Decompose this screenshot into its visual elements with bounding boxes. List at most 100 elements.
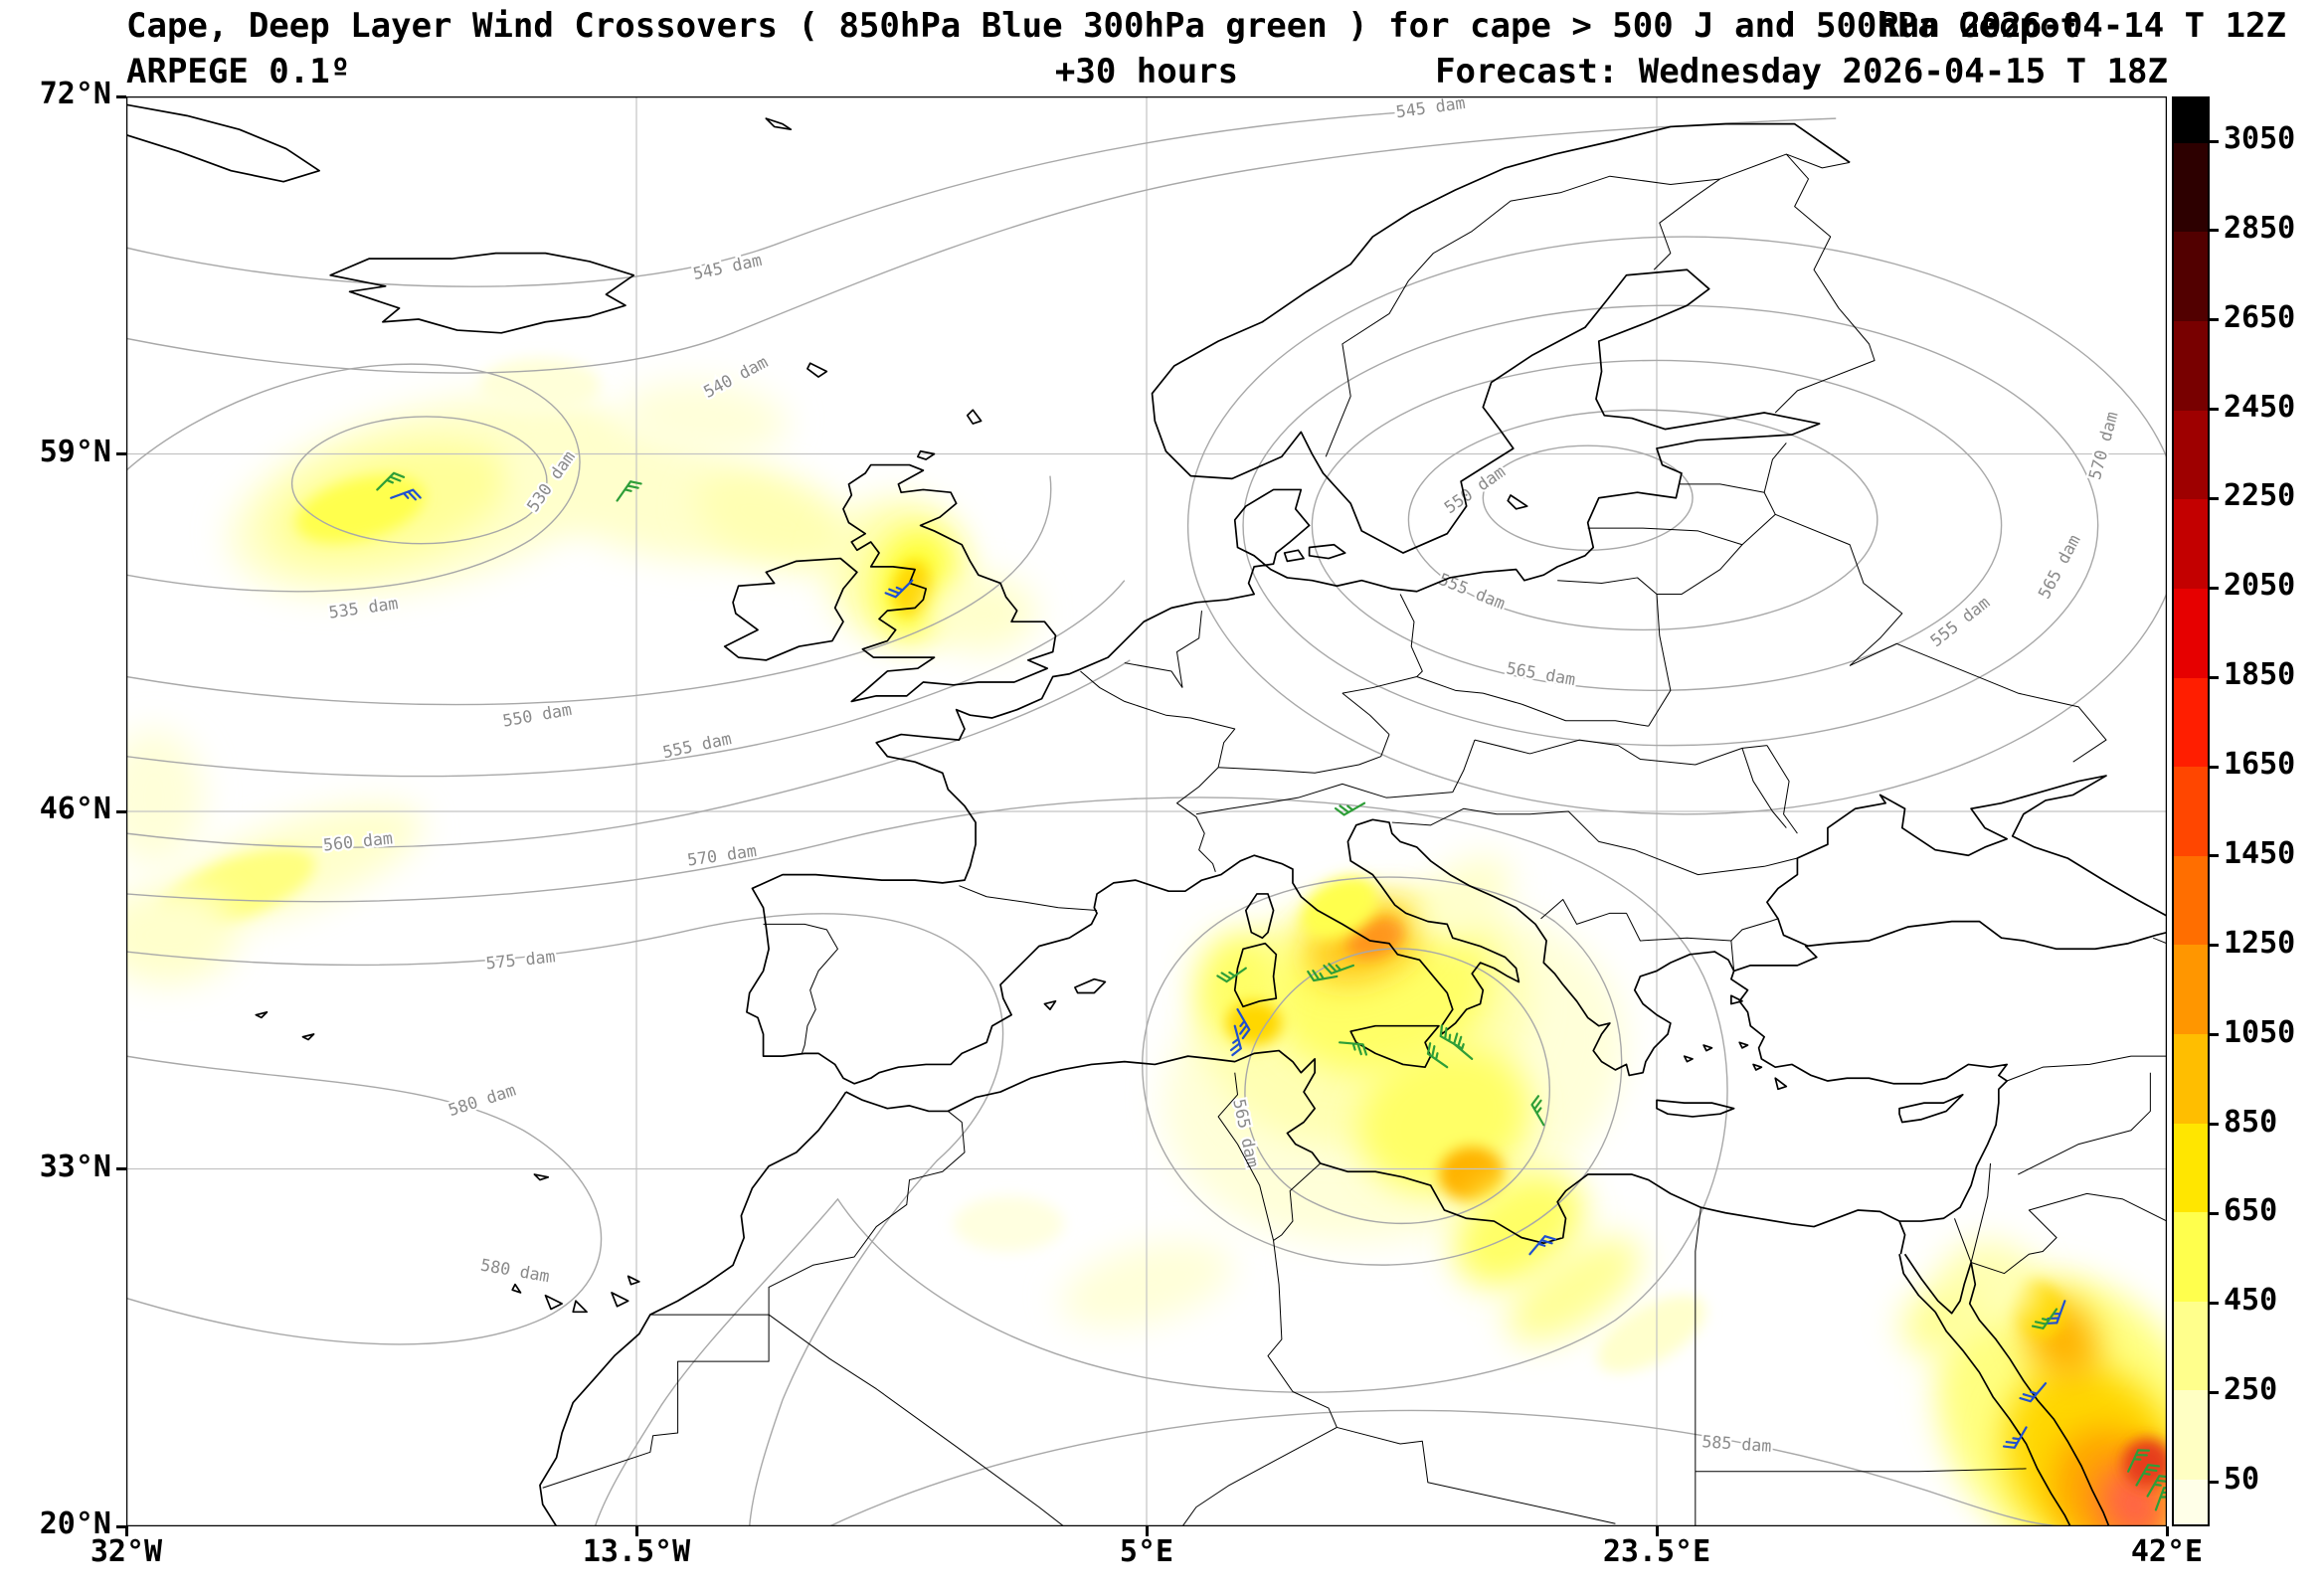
cape-region: [1438, 1147, 1506, 1202]
map-area: 545 dam545 dam540 dam530 dam535 dam550 d…: [126, 96, 2167, 1526]
cape-region: [2122, 1438, 2167, 1489]
contour-label: 545 dam: [691, 251, 764, 283]
colorbar-segment: [2174, 232, 2208, 322]
colorbar-tick-mark: [2210, 1480, 2219, 1484]
wind-barb-300hPa: [1336, 795, 1364, 816]
colorbar-tick-mark: [2210, 765, 2219, 769]
colorbar-segment: [2174, 588, 2208, 678]
contour-label: 555 dam: [661, 729, 734, 762]
colorbar-tick-mark: [2210, 318, 2219, 322]
colorbar-tick-label: 1650: [2224, 747, 2296, 783]
colorbar-tick-mark: [2210, 944, 2219, 948]
run-label: Run 2026-04-14 T 12Z: [1878, 6, 2286, 46]
wind-barb-300hPa: [1424, 1043, 1452, 1067]
colorbar-tick-mark: [2210, 1123, 2219, 1127]
colorbar-tick-label: 450: [2224, 1283, 2278, 1319]
contour-label: 535 dam: [327, 594, 399, 622]
wind-barb-300hPa: [1217, 961, 1245, 984]
geopotential-contours-layer: [126, 113, 2167, 1526]
colorbar-tick-label: 50: [2224, 1462, 2260, 1497]
wind-barb-850hPa: [391, 488, 421, 507]
cape-colorbar: [2172, 96, 2210, 1526]
contour-label: 580 dam: [446, 1081, 518, 1121]
lon-tick-label: 42°E: [2130, 1534, 2204, 1569]
cape-region: [1301, 876, 1378, 940]
contour-label: 570 dam: [686, 841, 758, 870]
lon-tick-mark: [2165, 1526, 2169, 1536]
wind-barb-300hPa: [377, 470, 404, 497]
colorbar-segment: [2174, 1212, 2208, 1302]
colorbar-segment: [2174, 945, 2208, 1034]
country-borders-layer: [543, 154, 2167, 1526]
lead-time-label: +30 hours: [1054, 52, 1239, 91]
colorbar-segment: [2174, 1123, 2208, 1213]
cape-region: [126, 729, 204, 867]
colorbar-tick-mark: [2210, 1211, 2219, 1215]
lat-tick-mark: [116, 1524, 126, 1528]
wind-barb-300hPa: [2128, 1447, 2149, 1476]
wind-barb-300hPa: [1437, 1025, 1466, 1047]
lon-tick-label: 23.5°E: [1602, 1534, 1711, 1569]
colorbar-tick-label: 250: [2224, 1372, 2278, 1408]
colorbar-tick-mark: [2210, 1390, 2219, 1394]
colorbar-segment: [2174, 1301, 2208, 1391]
lon-tick-label: 13.5°W: [582, 1534, 691, 1569]
colorbar-tick-label: 3050: [2224, 121, 2296, 156]
colorbar-segment: [2174, 1480, 2208, 1524]
coastlines-layer: [126, 104, 2167, 1526]
lat-tick-mark: [116, 1167, 126, 1170]
cape-region: [623, 382, 789, 455]
cape-region: [295, 474, 426, 543]
grid-lines-layer: [126, 96, 2167, 1526]
colorbar-tick-label: 2050: [2224, 568, 2296, 604]
wind-barb-300hPa: [1339, 1042, 1367, 1054]
wind-barb-300hPa: [1529, 1096, 1551, 1125]
colorbar-segment: [2174, 321, 2208, 411]
wind-barb-850hPa: [1529, 1233, 1554, 1261]
colorbar-tick-label: 1050: [2224, 1014, 2296, 1050]
colorbar-tick-mark: [2210, 675, 2219, 679]
wind-barb-300hPa: [2033, 1304, 2056, 1331]
colorbar-segment: [2174, 98, 2208, 143]
wind-barb-300hPa: [1308, 967, 1337, 981]
lat-tick-label: 20°N: [39, 1506, 111, 1541]
wind-barb-300hPa: [2136, 1461, 2158, 1490]
wind-barb-850hPa: [2021, 1377, 2046, 1405]
cape-region: [953, 1196, 1064, 1252]
wind-barb-850hPa: [1225, 1026, 1242, 1055]
colorbar-tick-mark: [2210, 229, 2219, 233]
colorbar-segment: [2174, 767, 2208, 856]
lat-tick-mark: [116, 94, 126, 98]
wind-barb-850hPa: [886, 574, 913, 601]
cape-region: [1226, 1000, 1282, 1046]
colorbar-tick-label: 850: [2224, 1104, 2278, 1140]
colorbar-tick-label: 1850: [2224, 657, 2296, 693]
cape-region: [1596, 1295, 1706, 1373]
lon-tick-label: 32°W: [89, 1534, 163, 1569]
weather-map-canvas: 545 dam545 dam540 dam530 dam535 dam550 d…: [126, 96, 2167, 1526]
colorbar-segment: [2174, 1033, 2208, 1124]
lat-tick-mark: [116, 809, 126, 813]
lat-tick-label: 59°N: [39, 434, 111, 469]
colorbar-tick-mark: [2210, 1301, 2219, 1305]
colorbar-tick-mark: [2210, 139, 2219, 143]
colorbar-segment: [2174, 499, 2208, 589]
lat-tick-label: 33°N: [39, 1149, 111, 1184]
contour-label: 565 dam: [2035, 532, 2084, 603]
colorbar-tick-mark: [2210, 496, 2219, 500]
wind-barb-850hPa: [1229, 1009, 1251, 1038]
chart-title: Cape, Deep Layer Wind Crossovers ( 850hP…: [126, 6, 2081, 46]
colorbar-segment: [2174, 410, 2208, 500]
colorbar-segment: [2174, 1390, 2208, 1481]
wind-barb-300hPa: [1451, 1033, 1479, 1058]
wind-barb-850hPa: [2004, 1423, 2026, 1452]
contour-label: 550 dam: [501, 700, 573, 731]
wind-barb-850hPa: [2047, 1298, 2065, 1327]
wind-barb-300hPa: [2148, 1473, 2167, 1502]
colorbar-tick-label: 2650: [2224, 299, 2296, 335]
lat-tick-label: 72°N: [39, 77, 111, 111]
lon-tick-label: 5°E: [1119, 1534, 1174, 1569]
cape-region: [926, 575, 1037, 652]
colorbar-tick-mark: [2210, 1033, 2219, 1037]
colorbar-tick-mark: [2210, 408, 2219, 412]
